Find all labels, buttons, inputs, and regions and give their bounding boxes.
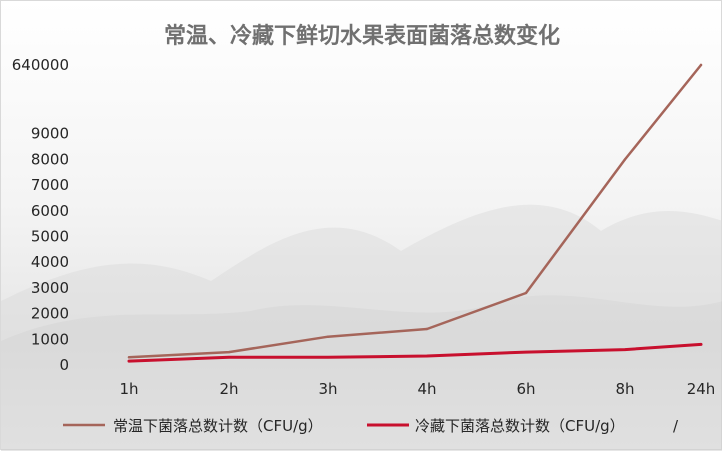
chart-title: 常温、冷藏下鲜切水果表面菌落总数变化 xyxy=(164,23,560,49)
y-tick-label: 9000 xyxy=(31,125,69,143)
y-tick-label: 6000 xyxy=(31,202,69,220)
x-tick-label: 4h xyxy=(417,380,436,398)
y-tick-label: 2000 xyxy=(31,305,69,323)
series-2-point xyxy=(127,359,131,363)
y-tick-label: 5000 xyxy=(31,228,69,246)
x-tick-label: 2h xyxy=(219,380,238,398)
legend-label-1: 常温下菌落总数计数（CFU/g） xyxy=(113,417,323,435)
series-1-point xyxy=(127,356,131,359)
series-2-point xyxy=(425,354,429,358)
background-mountains xyxy=(1,204,722,451)
x-tick-label: 3h xyxy=(318,380,337,398)
x-tick-label: 1h xyxy=(119,380,138,398)
x-tick-label: 24h xyxy=(687,380,716,398)
y-tick-label: 8000 xyxy=(31,150,69,168)
legend-suffix: / xyxy=(673,417,679,435)
x-tick-label: 6h xyxy=(516,380,535,398)
series-1-point xyxy=(524,291,528,295)
x-axis-ticks: 1h 2h 3h 4h 6h 8h 24h xyxy=(119,380,715,398)
series-1-point xyxy=(699,63,703,67)
y-tick-label: 1000 xyxy=(31,330,69,348)
y-tick-label: 7000 xyxy=(31,176,69,194)
legend-label-2: 冷藏下菌落总数计数（CFU/g） xyxy=(415,417,625,435)
legend: 常温下菌落总数计数（CFU/g） 冷藏下菌落总数计数（CFU/g） / xyxy=(63,417,679,435)
series-1-point xyxy=(326,335,330,338)
y-axis-ticks: 0 1000 2000 3000 4000 5000 6000 7000 8000 9000 640… xyxy=(12,56,69,374)
series-lines xyxy=(127,63,703,363)
series-1-point xyxy=(425,327,429,331)
series-2-point xyxy=(227,356,231,359)
series-1-point xyxy=(623,158,627,161)
y-tick-label: 3000 xyxy=(31,279,69,297)
series-1-point xyxy=(227,350,231,354)
x-tick-label: 8h xyxy=(615,380,634,398)
y-tick-label: 640000 xyxy=(12,56,69,74)
series-2-point xyxy=(623,348,627,351)
series-2-point xyxy=(326,356,330,359)
y-tick-label: 0 xyxy=(59,356,69,374)
series-2-point xyxy=(524,350,528,354)
series-2-point xyxy=(699,343,703,346)
y-tick-label: 4000 xyxy=(31,253,69,271)
